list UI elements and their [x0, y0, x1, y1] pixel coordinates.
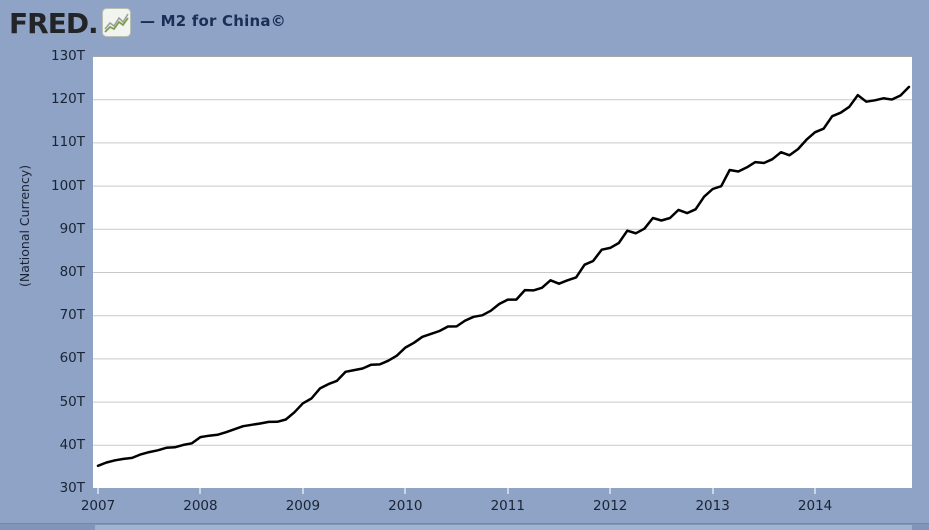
x-tick-label: 2007: [80, 498, 116, 514]
m2-line-chart: [93, 56, 912, 468]
x-tick-label: 2012: [593, 498, 628, 514]
y-tick-label: 130T: [50, 48, 85, 64]
y-tick-label: 50T: [59, 393, 85, 410]
y-tick-label: 60T: [59, 350, 85, 367]
x-tick-label: 2013: [695, 498, 730, 514]
x-tick-label: 2011: [490, 498, 525, 514]
x-tick-mark: [301, 488, 304, 494]
x-tick-mark: [609, 488, 612, 494]
bottom-strip: [0, 523, 929, 530]
x-tick-mark: [711, 488, 714, 494]
chart-title: — M2 for China©: [140, 12, 286, 30]
x-tick-mark: [199, 488, 202, 494]
x-tick-label: 2014: [797, 498, 833, 514]
sparkline-chart-icon: [101, 8, 131, 41]
x-tick-mark: [404, 488, 407, 494]
y-tick-label: 100T: [50, 177, 85, 194]
x-tick-label: 2008: [183, 498, 218, 514]
x-tick-label: 2010: [388, 498, 423, 514]
y-tick-label: 90T: [59, 220, 85, 237]
y-tick-label: 80T: [59, 264, 85, 280]
y-tick-label: 40T: [59, 436, 85, 453]
x-tick-mark: [97, 488, 99, 494]
fred-logo-text: FRED.: [9, 6, 99, 40]
y-tick-label: 120T: [50, 91, 85, 108]
x-tick-mark: [506, 488, 509, 494]
y-tick-label: 110T: [50, 134, 85, 151]
y-tick-label: 30T: [59, 480, 85, 496]
fred-logo[interactable]: FRED.: [9, 6, 131, 41]
plot-area: [93, 56, 912, 488]
m2-series-line: [96, 85, 911, 468]
x-tick-mark: [814, 488, 817, 494]
y-tick-label: 70T: [59, 307, 85, 324]
bottom-strip-track: [95, 525, 912, 530]
x-tick-label: 2009: [285, 498, 321, 514]
chart-header: FRED. — M2 for China©: [0, 0, 929, 44]
